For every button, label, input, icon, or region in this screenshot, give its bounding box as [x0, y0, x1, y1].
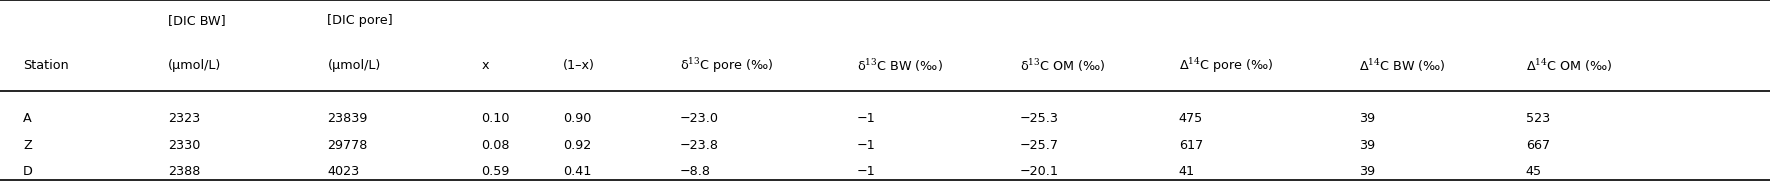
Text: x: x [481, 59, 489, 72]
Text: −23.8: −23.8 [680, 139, 719, 152]
Text: −25.7: −25.7 [1020, 139, 1058, 152]
Text: −8.8: −8.8 [680, 165, 712, 179]
Text: −25.3: −25.3 [1020, 112, 1058, 125]
Text: 2330: 2330 [168, 139, 200, 152]
Text: −1: −1 [857, 112, 876, 125]
Text: −1: −1 [857, 165, 876, 179]
Text: 475: 475 [1179, 112, 1204, 125]
Text: 523: 523 [1526, 112, 1551, 125]
Text: Δ$^{14}$C OM (‰): Δ$^{14}$C OM (‰) [1526, 57, 1612, 74]
Text: −20.1: −20.1 [1020, 165, 1058, 179]
Text: 0.10: 0.10 [481, 112, 510, 125]
Text: Δ$^{14}$C pore (‰): Δ$^{14}$C pore (‰) [1179, 56, 1273, 75]
Text: 0.59: 0.59 [481, 165, 510, 179]
Text: 4023: 4023 [327, 165, 359, 179]
Text: −1: −1 [857, 139, 876, 152]
Text: Station: Station [23, 59, 69, 72]
Text: Z: Z [23, 139, 32, 152]
Text: Δ$^{14}$C BW (‰): Δ$^{14}$C BW (‰) [1359, 57, 1446, 74]
Text: 667: 667 [1526, 139, 1551, 152]
Text: δ$^{13}$C pore (‰): δ$^{13}$C pore (‰) [680, 56, 773, 75]
Text: 0.08: 0.08 [481, 139, 510, 152]
Text: δ$^{13}$C OM (‰): δ$^{13}$C OM (‰) [1020, 57, 1104, 74]
Text: 0.92: 0.92 [563, 139, 591, 152]
Text: 0.41: 0.41 [563, 165, 591, 179]
Text: 45: 45 [1526, 165, 1542, 179]
Text: A: A [23, 112, 32, 125]
Text: 2323: 2323 [168, 112, 200, 125]
Text: 41: 41 [1179, 165, 1195, 179]
Text: (μmol/L): (μmol/L) [327, 59, 381, 72]
Text: (1–x): (1–x) [563, 59, 595, 72]
Text: 39: 39 [1359, 165, 1375, 179]
Text: D: D [23, 165, 34, 179]
Text: [DIC pore]: [DIC pore] [327, 14, 393, 27]
Text: 617: 617 [1179, 139, 1204, 152]
Text: δ$^{13}$C BW (‰): δ$^{13}$C BW (‰) [857, 57, 943, 74]
Text: −23.0: −23.0 [680, 112, 719, 125]
Text: [DIC BW]: [DIC BW] [168, 14, 227, 27]
Text: 0.90: 0.90 [563, 112, 591, 125]
Text: 39: 39 [1359, 112, 1375, 125]
Text: 29778: 29778 [327, 139, 368, 152]
Text: 39: 39 [1359, 139, 1375, 152]
Text: 23839: 23839 [327, 112, 368, 125]
Text: 2388: 2388 [168, 165, 200, 179]
Text: (μmol/L): (μmol/L) [168, 59, 221, 72]
